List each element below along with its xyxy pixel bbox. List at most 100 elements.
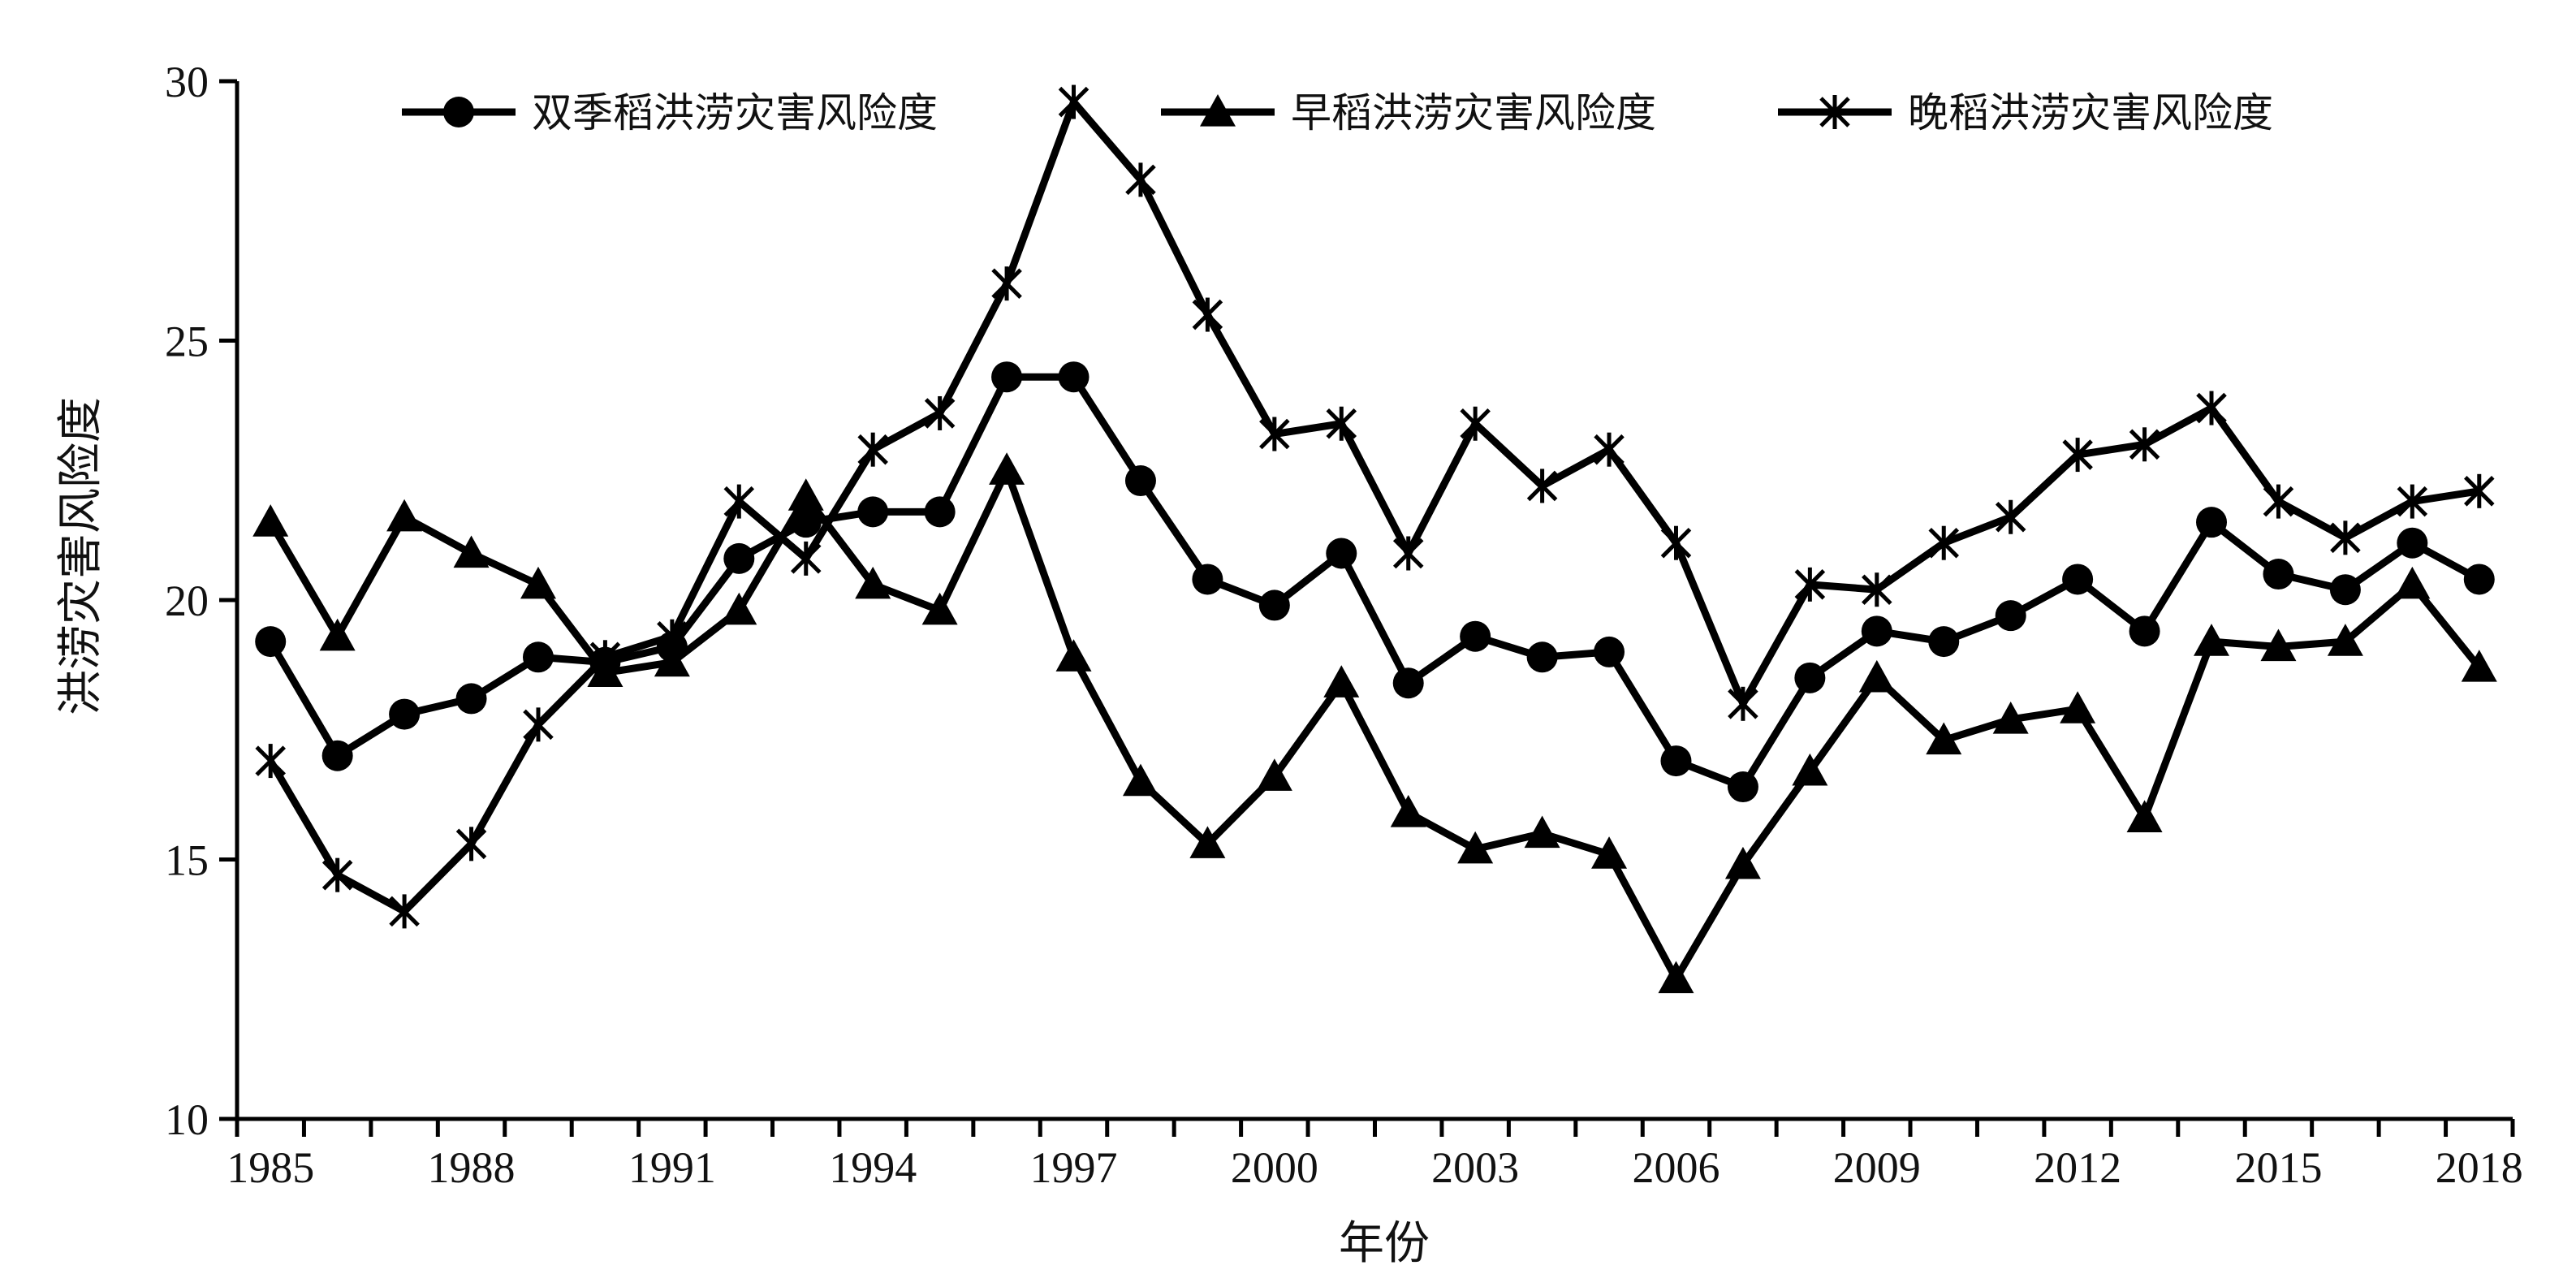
- data-point: [1058, 84, 1090, 119]
- data-point: [1125, 162, 1156, 197]
- legend-marker: [1200, 94, 1236, 127]
- data-point: [2397, 484, 2428, 519]
- data-point: [589, 640, 621, 675]
- data-point: [1660, 745, 1692, 777]
- data-point: [1124, 465, 1156, 497]
- data-point: [1727, 771, 1758, 803]
- data-point: [2196, 391, 2227, 425]
- data-point: [1594, 432, 1625, 467]
- data-point: [2464, 473, 2495, 508]
- y-tick-label: 20: [165, 577, 209, 625]
- x-tick-label: 2018: [2436, 1143, 2523, 1192]
- data-point: [1928, 626, 1960, 658]
- series-line: [267, 373, 2481, 791]
- data-point: [787, 478, 824, 511]
- data-point: [657, 619, 688, 654]
- x-tick-label: 2012: [2034, 1143, 2121, 1192]
- x-tick-label: 2003: [1431, 1143, 1519, 1192]
- x-tick-label: 1997: [1030, 1143, 1118, 1192]
- series-2: [252, 452, 2497, 994]
- data-point: [1392, 667, 1424, 699]
- axes-layer: 10 15 20 25 30 1985 1988 1991 1994 1997 2000 2003 20…: [165, 58, 2523, 1192]
- data-point: [1861, 615, 1892, 647]
- data-point: [319, 618, 356, 651]
- data-point: [522, 641, 554, 673]
- data-point: [1792, 753, 1828, 786]
- y-tick-label: 30: [165, 58, 209, 106]
- data-point: [1728, 686, 1758, 721]
- data-point: [2196, 507, 2228, 538]
- data-point: [1995, 499, 2026, 534]
- data-point: [321, 857, 353, 892]
- x-tick-label: 1994: [829, 1143, 917, 1192]
- data-point: [2062, 564, 2094, 595]
- data-point: [924, 395, 956, 430]
- data-point: [255, 744, 286, 779]
- data-point: [790, 541, 822, 576]
- data-point: [1862, 572, 1892, 607]
- data-point: [1457, 831, 1494, 864]
- legend-item: 晚稻洪涝灾害风险度: [1778, 89, 2273, 136]
- series-line: [267, 466, 2483, 983]
- x-tick-label: 2000: [1231, 1143, 1318, 1192]
- data-point: [723, 542, 755, 574]
- legend-item: 双季稻洪涝灾害风险度: [402, 89, 938, 136]
- data-point: [455, 683, 487, 715]
- data-point: [1658, 961, 1694, 994]
- x-tick-label: 1985: [227, 1143, 314, 1192]
- data-point: [2194, 624, 2230, 656]
- data-point: [2129, 615, 2160, 647]
- data-point: [1591, 836, 1628, 869]
- data-point: [2263, 484, 2294, 519]
- data-point: [654, 644, 690, 677]
- x-tick-label: 1991: [628, 1143, 716, 1192]
- data-point: [1192, 297, 1223, 332]
- data-point: [723, 484, 755, 519]
- data-point: [1460, 620, 1491, 652]
- data-point: [857, 496, 889, 528]
- data-point: [1392, 536, 1424, 571]
- data-point: [1794, 662, 1826, 693]
- data-point: [1928, 525, 1960, 560]
- data-point: [1660, 525, 1692, 560]
- data-point: [1192, 564, 1223, 595]
- data-point: [2060, 691, 2096, 723]
- data-point: [389, 894, 420, 929]
- data-point: [857, 432, 888, 467]
- data-point: [1055, 639, 1092, 672]
- data-point: [321, 740, 353, 771]
- data-point: [520, 566, 556, 599]
- data-point: [1724, 846, 1761, 879]
- data-point: [2394, 566, 2431, 599]
- legend-label: 晚稻洪涝灾害风险度: [1908, 89, 2273, 136]
- data-point: [453, 535, 490, 568]
- series-layer: [252, 84, 2497, 994]
- data-point: [991, 361, 1023, 393]
- x-tick-label: 2015: [2234, 1143, 2322, 1192]
- y-axis-title: 洪涝灾害风险度: [54, 397, 107, 715]
- data-point: [1926, 722, 1962, 755]
- data-point: [2329, 574, 2361, 606]
- data-point: [2397, 527, 2428, 559]
- data-point: [1794, 567, 1826, 602]
- y-tick-label: 25: [165, 317, 209, 366]
- series-line: [267, 98, 2480, 915]
- data-point: [1594, 636, 1625, 667]
- data-point: [2129, 427, 2160, 462]
- series-3: [255, 84, 2495, 929]
- x-tick-label: 2006: [1632, 1143, 1719, 1192]
- series-1: [255, 361, 2495, 803]
- data-point: [1323, 665, 1360, 697]
- data-point: [1460, 406, 1491, 441]
- data-point: [523, 707, 554, 742]
- data-point: [2126, 800, 2163, 832]
- data-point: [855, 566, 891, 599]
- legend-item: 早稻洪涝灾害风险度: [1161, 89, 1656, 136]
- data-point: [1259, 417, 1290, 451]
- data-point: [1326, 406, 1357, 441]
- data-point: [1122, 763, 1159, 797]
- data-point: [455, 827, 487, 862]
- data-point: [1256, 758, 1292, 791]
- data-point: [1258, 590, 1290, 621]
